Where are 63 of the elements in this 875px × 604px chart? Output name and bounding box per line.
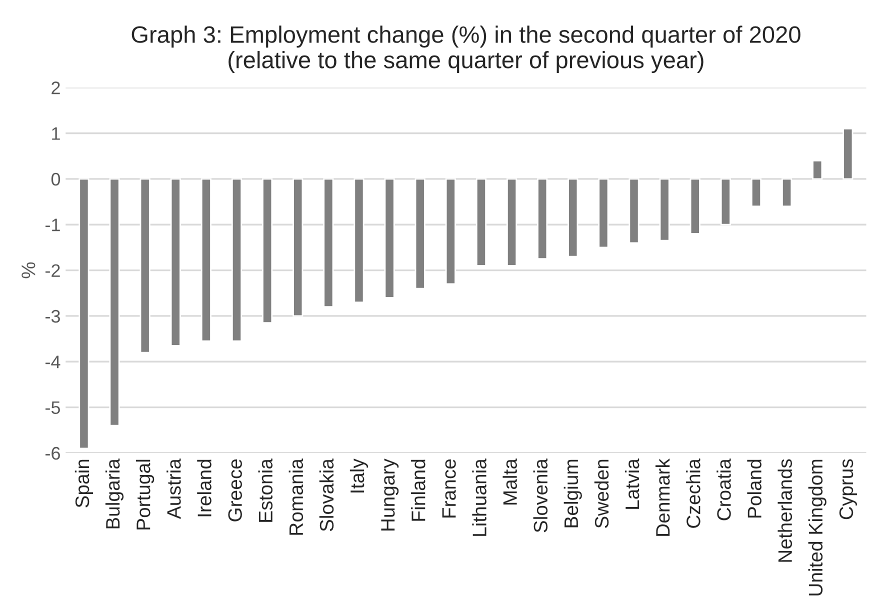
bar (568, 178, 578, 258)
bar (506, 178, 518, 266)
y-tick-label: -2 (46, 264, 60, 277)
bar (262, 178, 273, 324)
bar (414, 178, 426, 290)
bar (384, 178, 395, 298)
x-tick-label: France (442, 459, 456, 518)
y-tick-label: -4 (46, 356, 60, 368)
bar (170, 178, 181, 346)
bar (598, 178, 609, 248)
x-tick-label: Austria (166, 458, 181, 520)
bar (782, 178, 792, 208)
x-tick-label: Latvia (624, 458, 640, 509)
x-tick-label: Lithuania (472, 458, 486, 536)
x-tick-label: Romania (288, 458, 304, 535)
x-tick-label: Malta (502, 458, 517, 505)
x-tick-label: Ireland (197, 460, 212, 516)
x-tick-label: United Kingdom (808, 460, 826, 596)
bar (354, 178, 364, 303)
x-tick-label: Estonia (258, 458, 273, 522)
chart-title: Graph 3: Employment change (%) in the second quarter of 2020 (relative to the same quarter of previous year) (132, 26, 800, 74)
x-tick-label: Bulgaria (105, 458, 124, 528)
x-tick-label: Spain (74, 460, 94, 508)
x-tick-label: Poland (747, 460, 762, 518)
bar (78, 178, 90, 450)
x-tick-label: Cyprus (839, 459, 857, 520)
bar (720, 178, 731, 226)
bar (109, 178, 120, 426)
bar (323, 178, 334, 308)
bar (812, 160, 823, 180)
y-tick-label: 1 (52, 127, 60, 140)
y-tick-label: -3 (46, 310, 60, 323)
bar (445, 178, 456, 285)
x-tick-label: Greece (228, 459, 242, 522)
x-tick-label: Slovakia (319, 458, 334, 532)
x-tick-label: Belgium (564, 460, 582, 528)
x-tick-label: Slovenia (533, 458, 548, 532)
bar (750, 178, 762, 208)
bar (842, 128, 854, 180)
x-tick-label: Finland (411, 460, 426, 521)
y-tick-label: -6 (46, 446, 60, 460)
y-axis-title: % (22, 262, 36, 278)
y-tick-label: -1 (46, 218, 60, 232)
y-tick-label: 0 (51, 172, 60, 186)
bar (292, 178, 304, 317)
bar (537, 178, 548, 260)
bar (628, 178, 640, 244)
x-tick-label: Czechia (686, 458, 700, 528)
bar (659, 178, 670, 242)
bar (231, 178, 242, 342)
bar (140, 178, 150, 354)
x-tick-label: Netherlands (778, 459, 792, 562)
x-tick-label: Croatia (716, 458, 731, 520)
y-tick-label: -5 (46, 401, 60, 414)
x-tick-label: Portugal (136, 460, 154, 530)
x-tick-label: Denmark (656, 458, 670, 536)
bar (476, 178, 486, 266)
x-tick-label: Hungary (381, 458, 399, 530)
x-tick-label: Italy (350, 458, 368, 492)
y-tick-label: 2 (52, 82, 60, 94)
x-tick-label: Sweden (594, 460, 609, 528)
bar (200, 178, 212, 342)
bar (690, 178, 700, 234)
